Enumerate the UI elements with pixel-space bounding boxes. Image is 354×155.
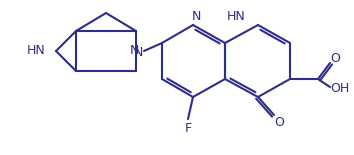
Text: N: N [130,44,139,58]
Text: F: F [184,122,192,135]
Text: O: O [330,53,340,66]
Text: HN: HN [27,44,46,58]
Text: N: N [191,11,201,24]
Text: N: N [134,46,143,58]
Text: O: O [274,115,284,128]
Text: HN: HN [227,11,246,24]
Text: OH: OH [330,82,350,95]
